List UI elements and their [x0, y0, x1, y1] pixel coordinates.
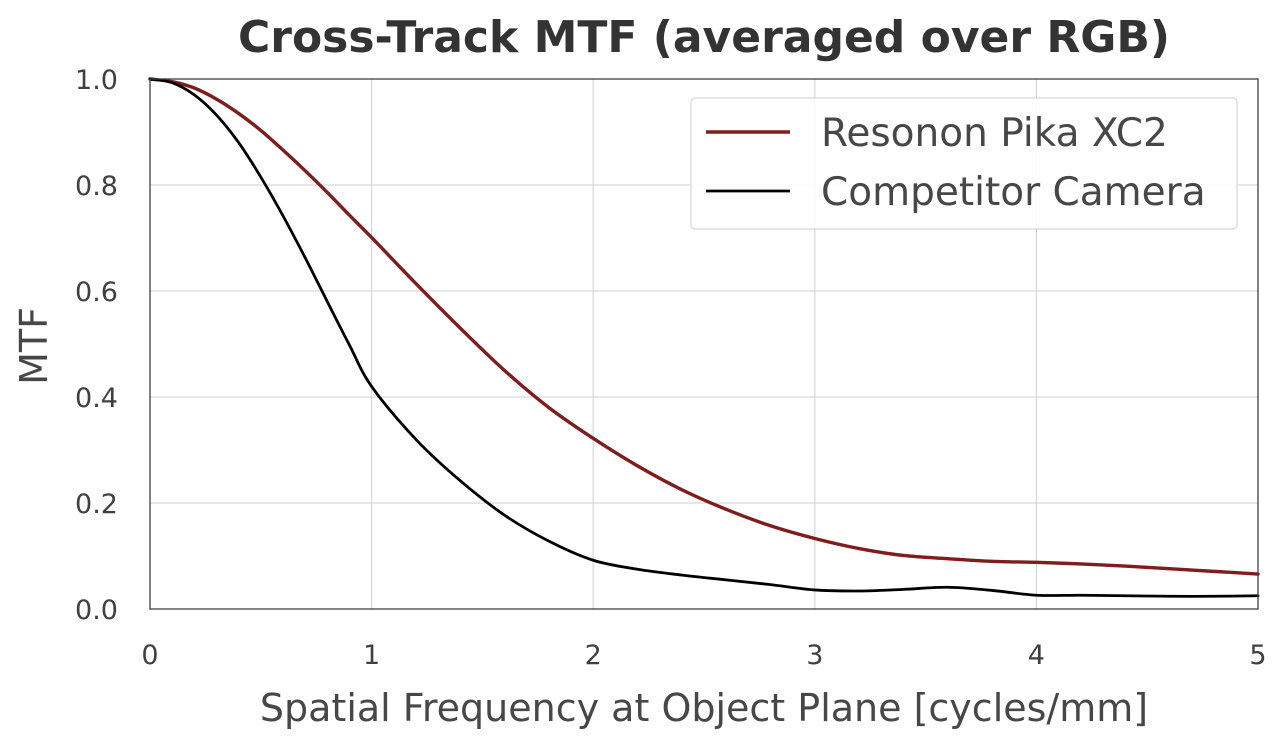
y-tick-label: 0.8	[75, 171, 118, 202]
y-axis-label: MTF	[12, 307, 56, 385]
y-tick-label: 0.6	[75, 277, 118, 308]
series-lines	[148, 77, 1260, 598]
y-tick-label: 1.0	[75, 65, 118, 96]
y-tick-label: 0.2	[75, 489, 118, 520]
y-tick-label: 0.0	[75, 595, 118, 626]
legend-label-2: Competitor Camera	[821, 170, 1206, 215]
chart-title: Cross-Track MTF (averaged over RGB)	[238, 12, 1170, 63]
x-tick-label: 3	[806, 640, 823, 671]
legend: Resonon Pika XC2 Competitor Camera	[690, 97, 1238, 230]
x-tick-label: 1	[363, 640, 380, 671]
legend-label-1: Resonon Pika XC2	[821, 111, 1168, 156]
y-axis-ticks: 0.0 0.2 0.4 0.6 0.8 1.0	[75, 65, 118, 626]
x-tick-label: 0	[141, 640, 158, 671]
x-axis-ticks: 0 1 2 3 4 5	[141, 640, 1266, 671]
series-line-2	[148, 77, 1260, 598]
x-tick-label: 4	[1028, 640, 1045, 671]
series-line-1	[148, 77, 1260, 576]
legend-box	[690, 97, 1238, 230]
plot-frame	[149, 78, 1259, 610]
y-tick-label: 0.4	[75, 383, 118, 414]
x-tick-label: 2	[585, 640, 602, 671]
x-axis-label: Spatial Frequency at Object Plane [cycle…	[260, 686, 1148, 730]
x-tick-label: 5	[1249, 640, 1266, 671]
